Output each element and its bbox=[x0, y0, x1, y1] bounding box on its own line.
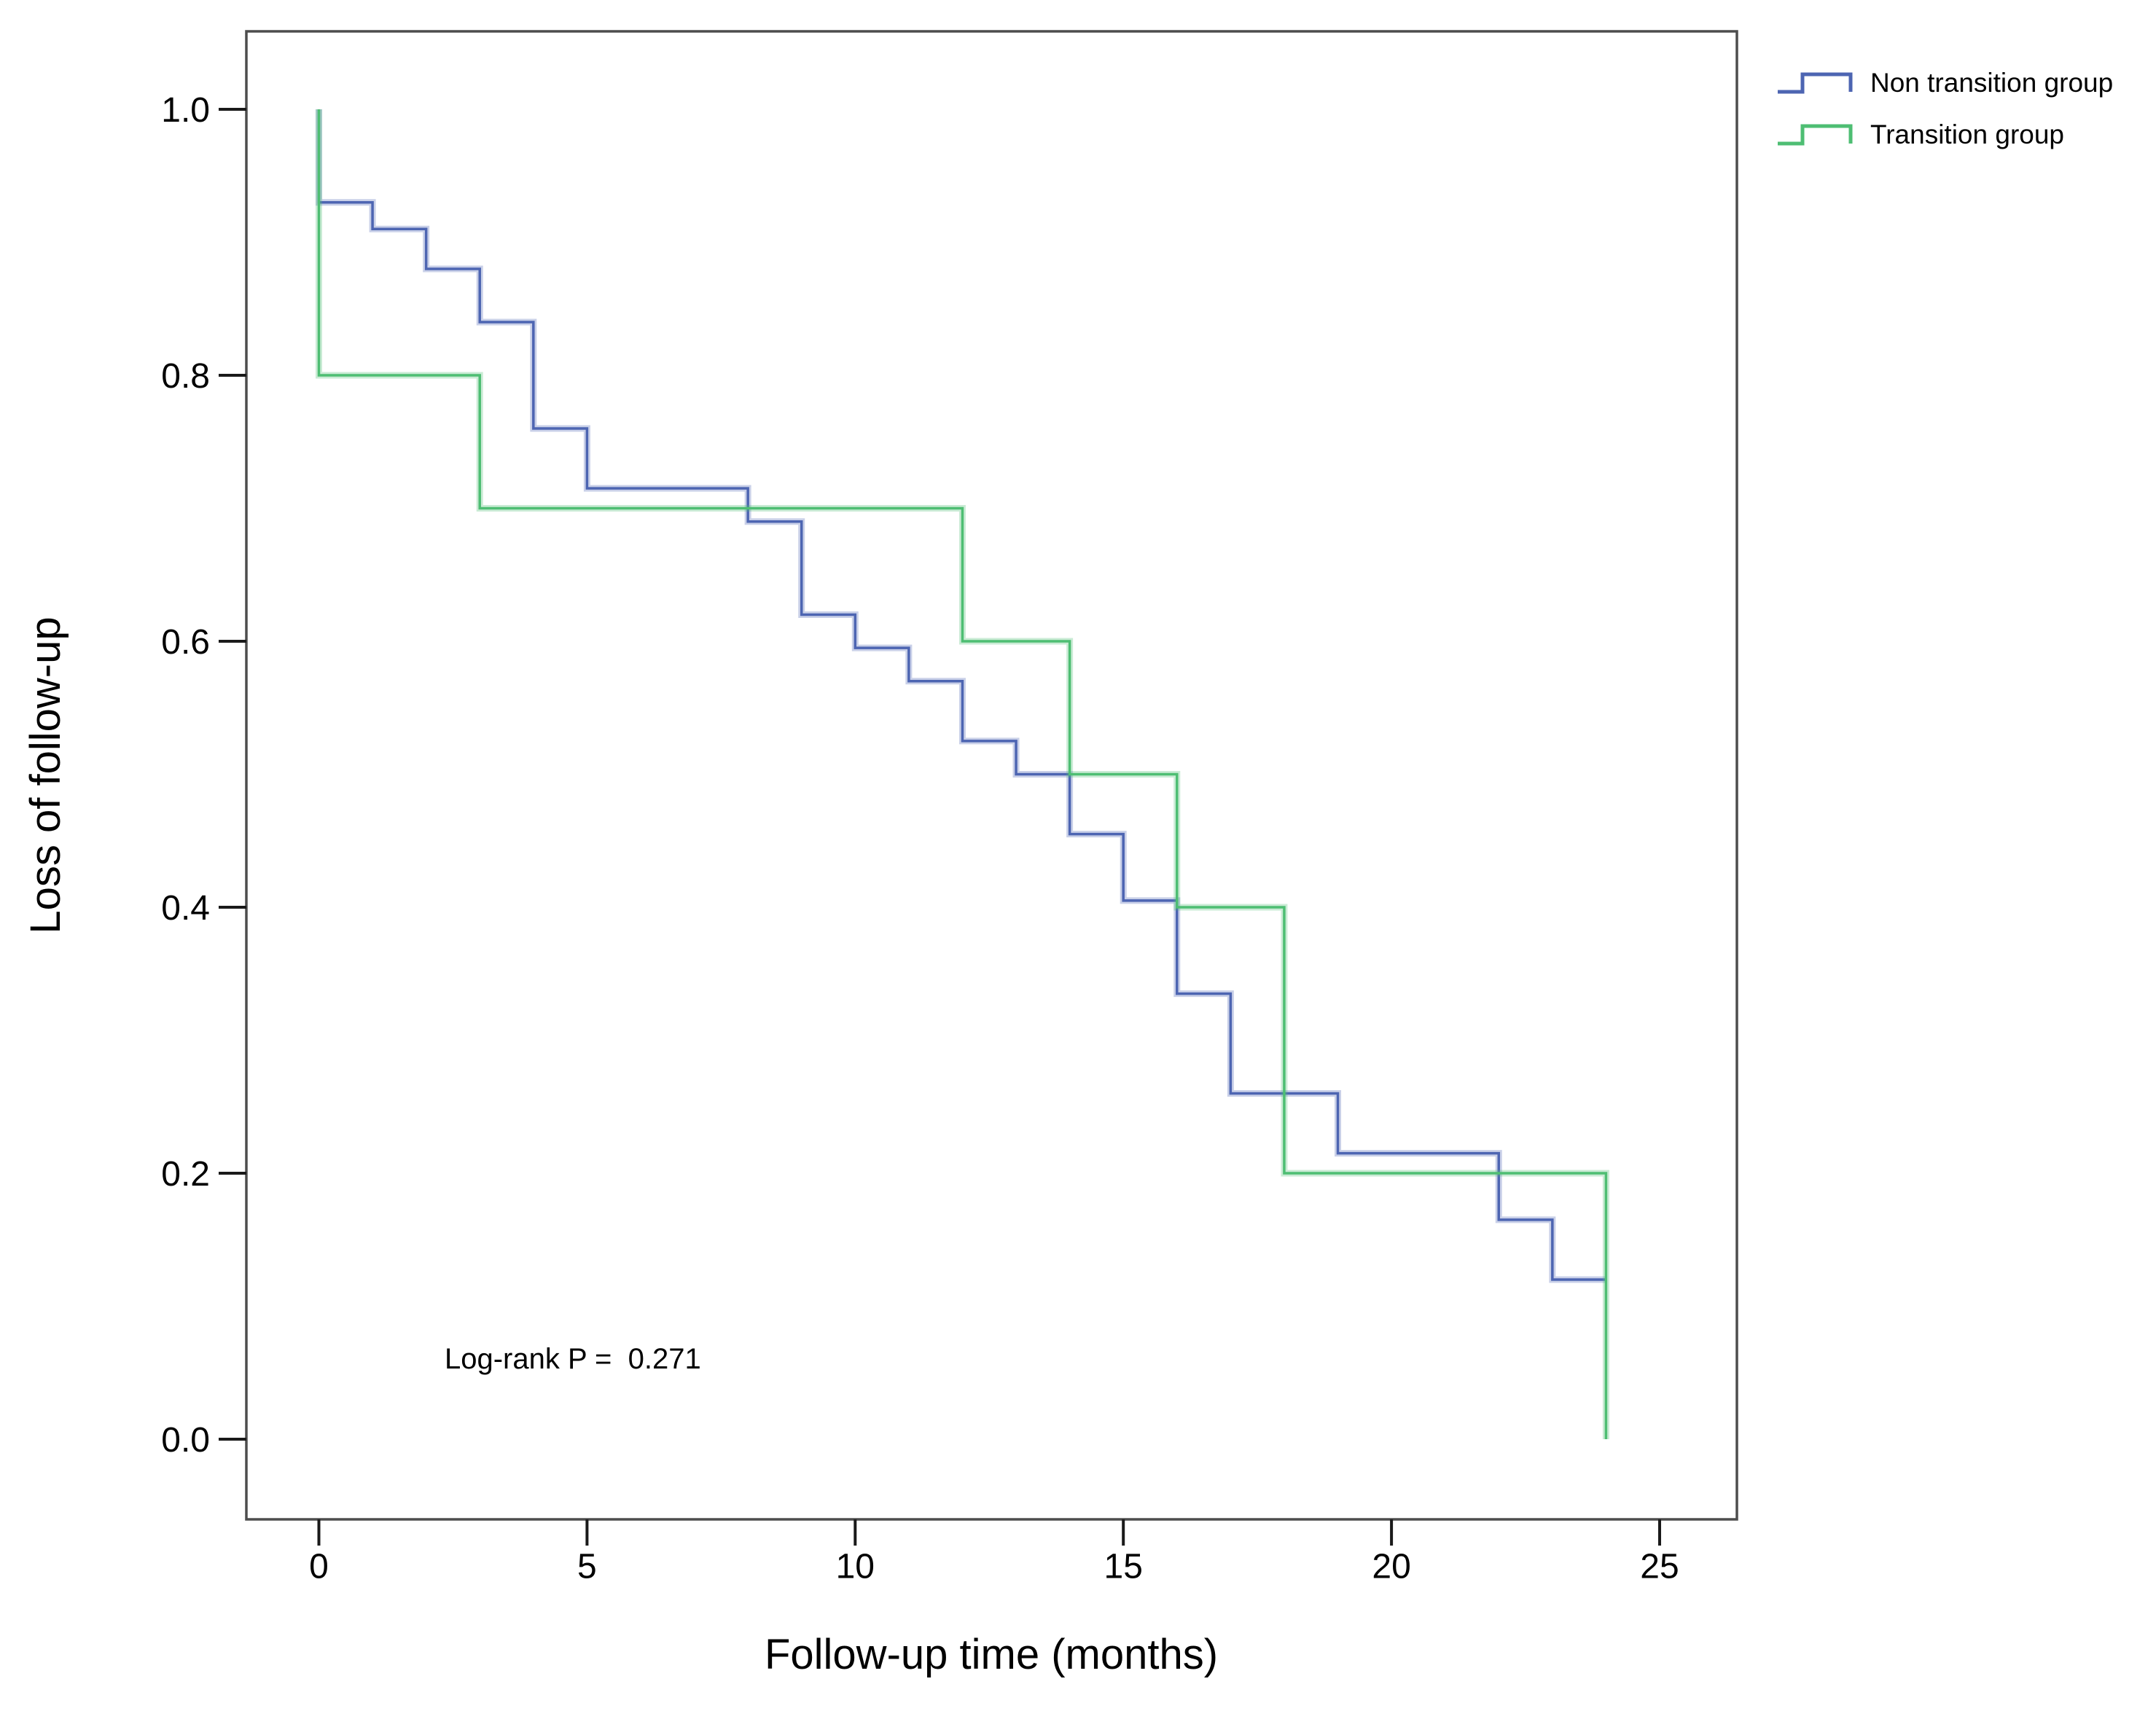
legend-item-non-transition: Non transition group bbox=[1778, 68, 2113, 98]
x-tick-label: 25 bbox=[1640, 1548, 1679, 1586]
curve-non-transition bbox=[317, 109, 1606, 1281]
x-axis-title: Follow-up time (months) bbox=[765, 1631, 1218, 1678]
logrank-annotation: Log-rank P = 0.271 bbox=[445, 1343, 701, 1375]
legend: Non transition group Transition group bbox=[1778, 68, 2113, 149]
legend-step-symbol-transition bbox=[1778, 124, 1853, 146]
x-tick-label: 10 bbox=[836, 1548, 875, 1586]
y-tick-label: 1.0 bbox=[161, 91, 210, 130]
x-tick-label: 20 bbox=[1372, 1548, 1410, 1586]
legend-label-transition: Transition group bbox=[1870, 120, 2064, 149]
y-tick-label: 0.2 bbox=[161, 1155, 210, 1194]
x-tick-label: 5 bbox=[577, 1548, 597, 1586]
x-axis-ticks: 0 5 10 15 20 25 bbox=[309, 1519, 1679, 1586]
legend-step-symbol-non-transition bbox=[1778, 72, 1853, 94]
x-tick-label: 15 bbox=[1104, 1548, 1143, 1586]
x-tick-label: 0 bbox=[309, 1548, 329, 1586]
y-tick-label: 0.0 bbox=[161, 1421, 210, 1460]
survival-curves bbox=[316, 109, 1609, 1439]
plot-frame bbox=[245, 30, 1738, 1521]
y-axis-title: Loss of follow-up bbox=[22, 616, 69, 933]
y-tick-label: 0.4 bbox=[161, 889, 210, 928]
y-tick-label: 0.8 bbox=[161, 357, 210, 396]
y-axis-ticks: 0.0 0.2 0.4 0.6 0.8 1.0 bbox=[161, 91, 246, 1460]
curve-transition bbox=[317, 109, 1608, 1439]
legend-label-non-transition: Non transition group bbox=[1870, 68, 2113, 98]
y-tick-label: 0.6 bbox=[161, 623, 210, 662]
legend-item-transition: Transition group bbox=[1778, 120, 2064, 149]
curve-transition-halo bbox=[316, 109, 1609, 1439]
